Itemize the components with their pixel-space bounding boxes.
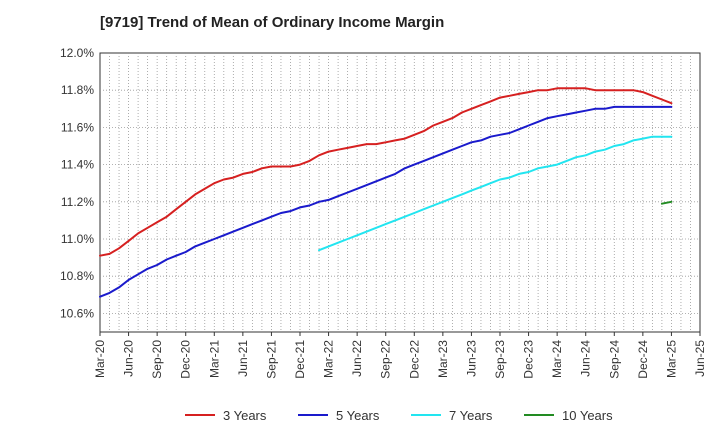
x-tick-label: Dec-22 [407,340,421,379]
x-tick-label: Dec-23 [522,340,536,379]
legend-label: 3 Years [223,408,267,423]
y-tick-label: 10.8% [60,269,94,283]
y-tick-label: 12.0% [60,46,94,60]
x-tick-label: Jun-24 [579,340,593,377]
x-tick-label: Mar-25 [664,340,678,378]
x-tick-label: Sep-20 [150,340,164,379]
x-tick-label: Sep-23 [493,340,507,379]
plot-area [99,52,701,333]
x-tick-label: Dec-20 [179,340,193,379]
legend-label: 10 Years [562,408,613,423]
series-lines [99,87,673,298]
x-tick-label: Sep-21 [264,340,278,379]
chart-title: [9719] Trend of Mean of Ordinary Income … [100,14,445,31]
y-tick-label: 11.8% [61,83,94,97]
legend: 3 Years 5 Years 7 Years 10 Years [185,408,613,423]
x-tick-label: Mar-20 [93,340,107,378]
legend-label: 5 Years [336,408,380,423]
series-line-10-years [660,200,673,205]
series-line-7-years [318,135,673,252]
y-tick-label: 11.0% [61,232,94,246]
x-tick-label: Sep-22 [379,340,393,379]
x-tick-label: Jun-21 [236,340,250,377]
x-tick-label: Dec-24 [636,340,650,379]
x-tick-label: Mar-24 [550,340,564,378]
x-tick-label: Mar-21 [207,340,221,378]
x-tick-label: Jun-22 [350,340,364,377]
y-tick-label: 11.6% [61,120,94,134]
series-line-5-years [99,105,673,298]
x-tick-label: Mar-23 [436,340,450,378]
x-tick-label: Jun-25 [693,340,707,377]
x-tick-label: Sep-24 [607,340,621,379]
series-line-3-years [99,87,673,257]
x-tick-label: Jun-20 [122,340,136,377]
legend-label: 7 Years [449,408,493,423]
grid [99,52,701,333]
y-tick-label: 10.6% [60,306,94,320]
x-tick-label: Dec-21 [293,340,307,379]
y-tick-label: 11.4% [61,158,94,172]
y-tick-label: 11.2% [61,195,94,209]
axes: 10.6% 10.8% 11.0% 11.2% 11.4% 11.6% 11.8% 12.0%… [60,46,707,379]
x-tick-label: Mar-22 [322,340,336,378]
x-tick-label: Jun-23 [464,340,478,377]
